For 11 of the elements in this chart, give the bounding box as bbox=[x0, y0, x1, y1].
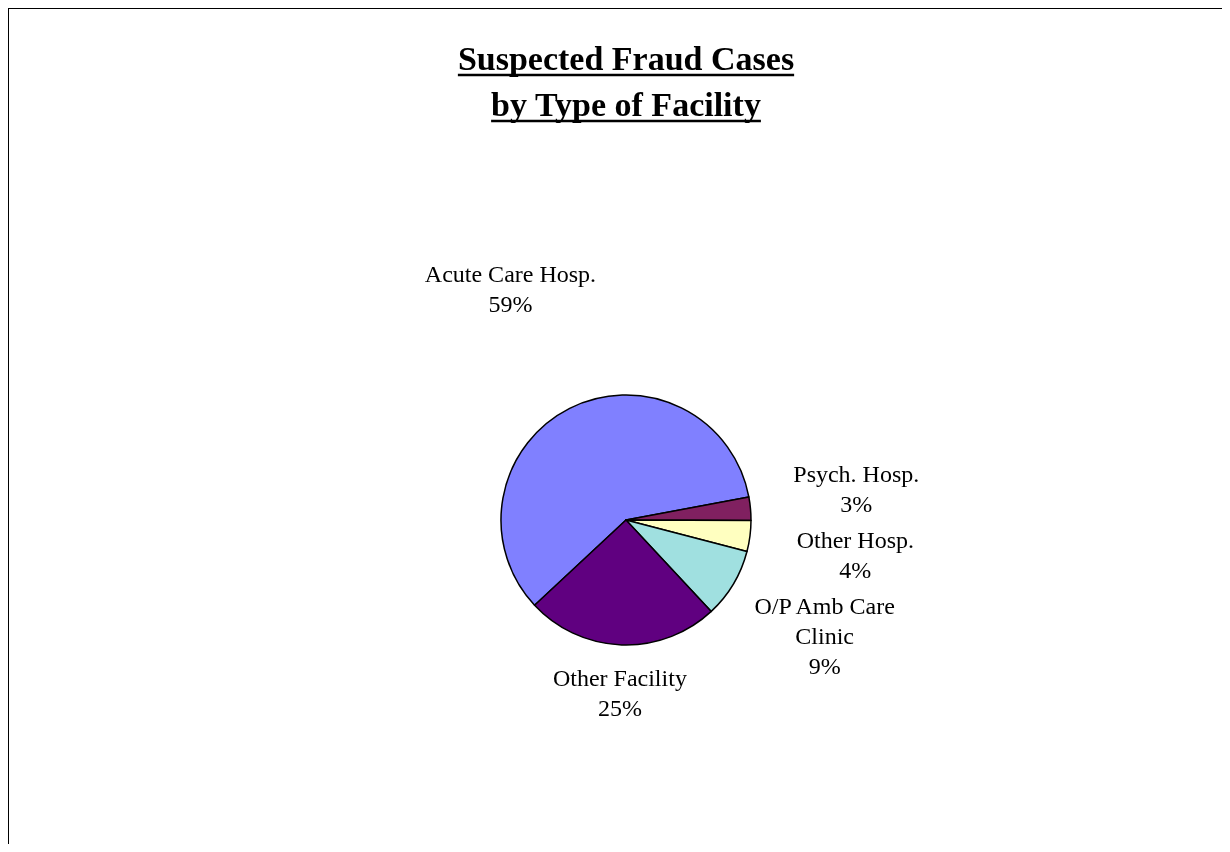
data-label: 25% bbox=[597, 694, 642, 721]
slice-label: Other Hosp. bbox=[796, 526, 914, 553]
slice-label: Acute Care Hosp. bbox=[424, 260, 597, 287]
chart-title: Suspected Fraud Cases by Type of Facility bbox=[457, 40, 795, 123]
slice-label: Other Facility bbox=[552, 664, 687, 691]
data-label: 4% bbox=[839, 556, 872, 583]
data-label: 3% bbox=[840, 490, 873, 517]
slice-label: Psych. Hosp. bbox=[793, 460, 920, 487]
slice-label: O/P Amb Care Clinic bbox=[754, 592, 895, 649]
data-label: 59% bbox=[488, 290, 533, 317]
data-label: 9% bbox=[808, 652, 841, 679]
